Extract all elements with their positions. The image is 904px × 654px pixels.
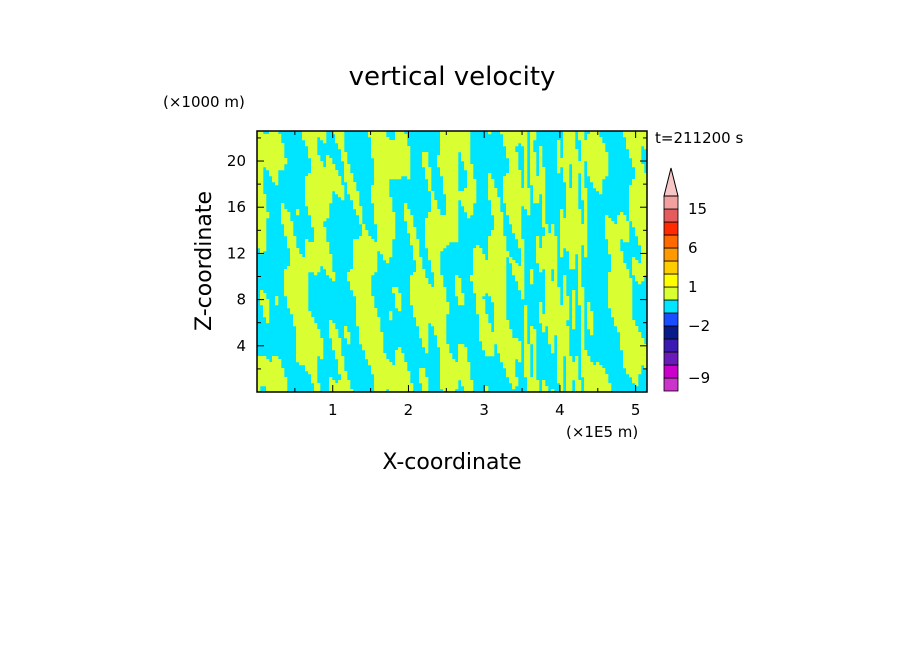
colorbar-label: 1 [688,278,698,296]
colorbar-band [663,260,679,275]
colorbar-band [663,325,679,340]
time-label: t=211200 s [655,129,743,147]
colorbar-label: 15 [688,200,707,218]
x-tick-label: 4 [555,401,565,419]
y-axis-label: Z-coordinate [192,191,217,331]
plot-frame [256,130,648,393]
colorbar: 15 6 1 −2 −9 [663,167,710,392]
y-tick-label: 4 [236,337,246,355]
colorbar-extend-arrow [663,167,679,197]
colorbar-band [663,364,679,379]
y-tick-label: 12 [227,244,246,262]
colorbar-band [663,351,679,366]
velocity-field [257,131,647,392]
x-tick-label: 2 [404,401,414,419]
colorbar-band [663,208,679,223]
y-scale-label: (×1000 m) [163,93,245,111]
colorbar-band [663,234,679,249]
x-tick-label: 5 [631,401,641,419]
y-tick-label: 16 [227,198,246,216]
x-axis-label: X-coordinate [382,450,521,475]
colorbar-band [663,338,679,353]
y-tick-label: 8 [236,291,246,309]
positive-velocity-region [257,131,647,392]
colorbar-band [663,312,679,327]
x-tick-label: 3 [479,401,489,419]
chart-title: vertical velocity [349,62,556,92]
y-tick-label: 20 [227,152,246,170]
colorbar-label: −2 [688,317,710,335]
colorbar-band [663,247,679,262]
colorbar-band [663,195,679,210]
plot-area [256,130,648,393]
colorbar-band [663,221,679,236]
x-tick-label: 1 [328,401,338,419]
colorbar-band [663,286,679,301]
colorbar-label: 6 [688,239,698,257]
colorbar-band [663,299,679,314]
x-scale-label: (×1E5 m) [566,423,638,441]
colorbar-band [663,377,679,392]
colorbar-band [663,273,679,288]
colorbar-label: −9 [688,369,710,387]
